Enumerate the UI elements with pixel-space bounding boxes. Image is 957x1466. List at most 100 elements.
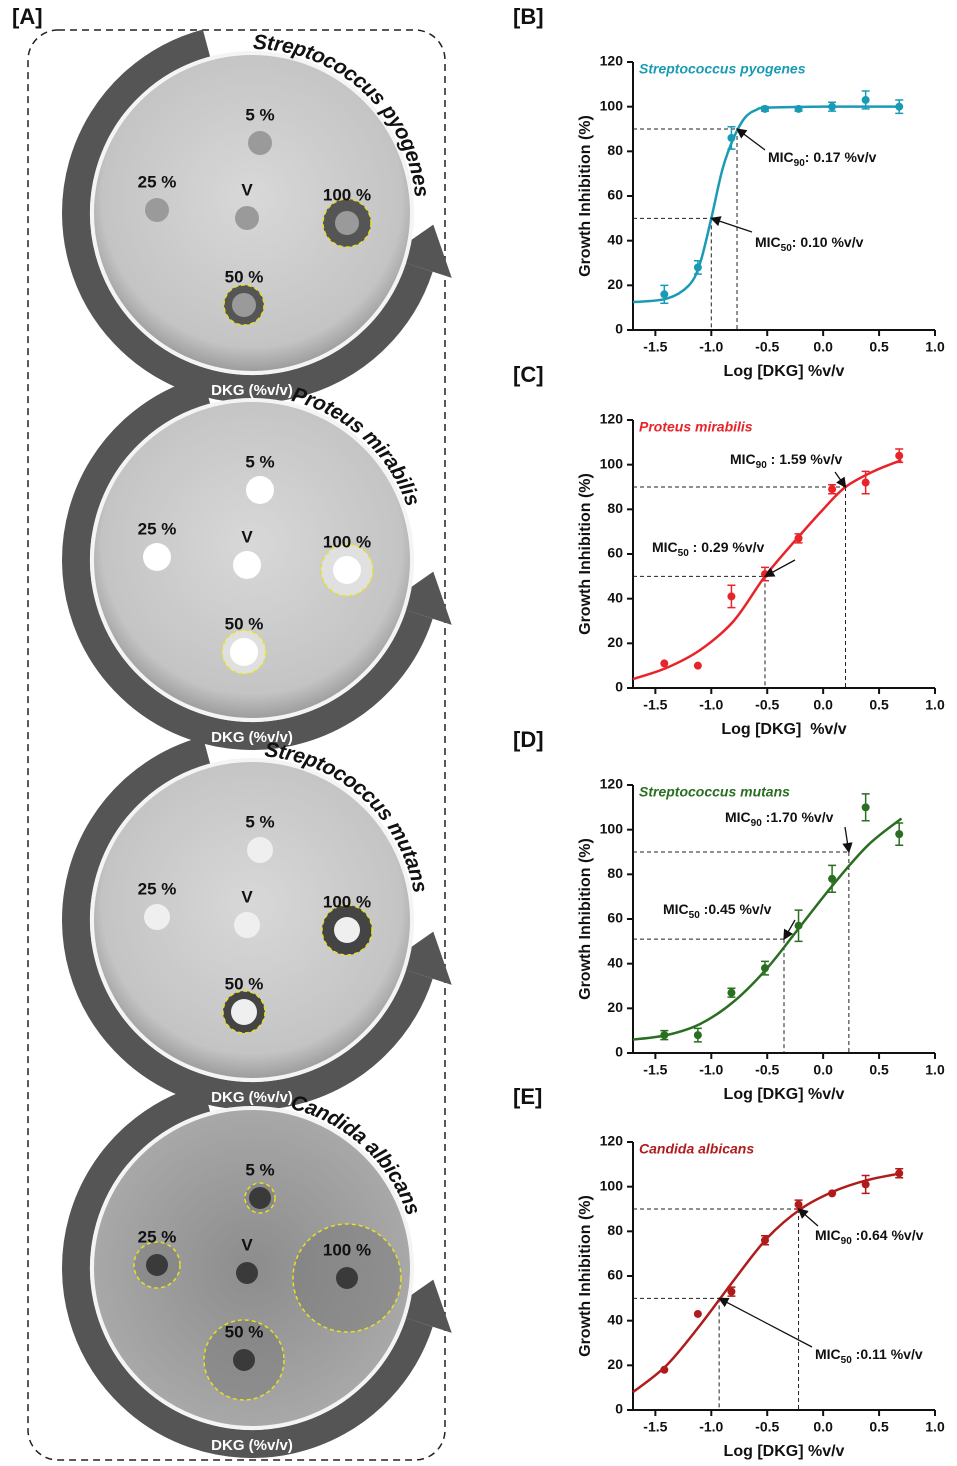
x-tick-label: -0.5: [755, 1419, 779, 1435]
y-tick-label: 0: [615, 679, 623, 695]
annotation-arrow: [763, 559, 796, 577]
data-point: [693, 1309, 702, 1318]
y-axis-label: Growth Inhibition (%): [577, 1195, 594, 1357]
annotation-rest: :1.70 %v/v: [762, 809, 834, 825]
annotation-sub: 90: [794, 158, 806, 169]
annotation-arrow: [735, 128, 766, 151]
annotation: MIC90 : 1.59 %v/v: [730, 451, 843, 471]
y-tick-label: 20: [607, 999, 623, 1015]
arrow-head: [387, 1279, 452, 1333]
annotation-main: MIC: [768, 149, 794, 165]
x-tick-label: -1.0: [699, 1062, 723, 1078]
y-tick-label: 60: [607, 545, 623, 561]
well-label: 5 %: [245, 812, 274, 831]
well: [246, 476, 274, 504]
y-tick-label: 60: [607, 1267, 623, 1283]
y-tick-label: 40: [607, 1311, 623, 1327]
x-axis-label: Log [DKG] %v/v: [724, 1443, 845, 1460]
data-point: [727, 988, 736, 997]
well: [249, 1187, 271, 1209]
well-label: 5 %: [245, 452, 274, 471]
x-tick-label: -1.0: [699, 1419, 723, 1435]
y-tick-label: 120: [600, 411, 624, 427]
annotation-arrow: [834, 471, 847, 489]
data-point: [760, 1236, 769, 1245]
data-point: [693, 263, 702, 272]
x-tick-label: -0.5: [755, 339, 779, 355]
dose-label: DKG (%v/v): [211, 382, 293, 399]
y-tick-label: 100: [600, 820, 624, 836]
annotation-arrow: [783, 919, 796, 941]
y-tick-label: 0: [615, 321, 623, 337]
data-point: [828, 874, 837, 883]
data-point: [895, 451, 904, 460]
well: [233, 551, 261, 579]
annotation-main: MIC: [755, 234, 781, 250]
annotation-main: MIC: [663, 901, 689, 917]
data-point: [895, 1169, 904, 1178]
direction-arrow: [62, 376, 433, 750]
data-point: [760, 964, 769, 973]
well: [233, 1349, 255, 1371]
well-label: 25 %: [138, 1227, 177, 1246]
annotation-main: MIC: [652, 539, 678, 555]
annotation-arrow: [710, 216, 753, 233]
well-label: V: [241, 1235, 253, 1254]
data-point: [828, 102, 837, 111]
dose-label: DKG (%v/v): [211, 1089, 293, 1106]
direction-arrow: [62, 1084, 433, 1458]
well-label: 100 %: [323, 532, 371, 551]
x-tick-label: 0.5: [869, 1062, 889, 1078]
panel-frame: [27, 29, 446, 1461]
well-label: 50 %: [225, 614, 264, 633]
direction-arrow: [62, 29, 433, 403]
data-point: [660, 1031, 669, 1040]
x-tick-label: -0.5: [755, 697, 779, 713]
annotation-main: MIC: [730, 451, 756, 467]
data-point: [660, 290, 669, 299]
well-label: 25 %: [138, 879, 177, 898]
well-label: V: [241, 180, 253, 199]
y-tick-label: 60: [607, 910, 623, 926]
y-tick-label: 40: [607, 589, 623, 605]
x-tick-label: -1.0: [699, 339, 723, 355]
annotation-main: MIC: [815, 1227, 841, 1243]
arrow-head: [387, 571, 452, 625]
data-point: [660, 1365, 669, 1374]
x-tick-label: 1.0: [925, 339, 945, 355]
annotation-arrow: [797, 1208, 819, 1227]
y-tick-label: 0: [615, 1044, 623, 1060]
y-tick-label: 0: [615, 1401, 623, 1417]
data-point: [895, 102, 904, 111]
annotation-arrow: [842, 826, 853, 854]
y-tick-label: 20: [607, 276, 623, 292]
annotation-sub: 50: [689, 910, 701, 921]
y-tick-label: 120: [600, 776, 624, 792]
data-point: [828, 1189, 837, 1198]
annotation: MIC90: 0.17 %v/v: [768, 149, 877, 169]
annotation: MIC50 : 0.29 %v/v: [652, 539, 765, 559]
well: [336, 1267, 358, 1289]
well: [235, 206, 259, 230]
well-label: 100 %: [323, 892, 371, 911]
annotation-rest: :0.45 %v/v: [700, 901, 772, 917]
well: [334, 917, 360, 943]
well-label: V: [241, 887, 253, 906]
well: [234, 912, 260, 938]
x-tick-label: 0.0: [813, 339, 833, 355]
well-label: 5 %: [245, 1160, 274, 1179]
well: [236, 1262, 258, 1284]
well-label: 50 %: [225, 1322, 264, 1341]
x-tick-label: 1.0: [925, 697, 945, 713]
annotation-rest: :0.64 %v/v: [852, 1227, 924, 1243]
data-point: [760, 104, 769, 113]
x-tick-label: -1.5: [643, 1062, 667, 1078]
annotation-rest: : 0.29 %v/v: [689, 539, 765, 555]
x-tick-label: 1.0: [925, 1062, 945, 1078]
well: [333, 556, 361, 584]
arrow-head: [387, 224, 452, 278]
annotation-sub: 90: [756, 460, 768, 471]
data-point: [727, 133, 736, 142]
y-tick-label: 20: [607, 634, 623, 650]
